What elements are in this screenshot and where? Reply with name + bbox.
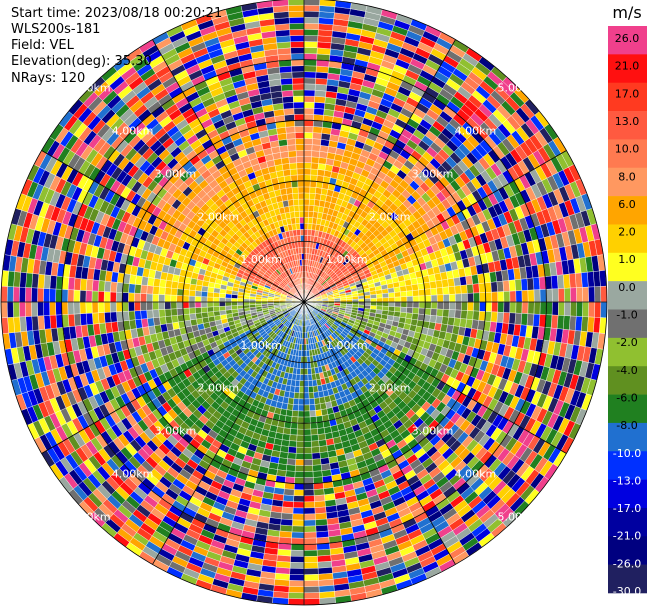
colorbar-tick-label: -30.0 <box>613 585 641 598</box>
colorbar-segment <box>608 196 647 225</box>
colorbar-ticks: 26.0 21.0 17.0 13.0 10.0 8.0 6.0 2.0 1.0 0.0 -1.0 -… <box>613 32 641 598</box>
colorbar-segment <box>608 479 647 509</box>
colorbar-segment <box>608 139 647 169</box>
azimuth-spoke <box>41 301 305 454</box>
colorbar-segment <box>608 54 647 83</box>
colorbar-tick-label: 10.0 <box>615 143 640 156</box>
colorbar-tick-label: -2.0 <box>616 336 637 349</box>
range-ring-label: 3.00km <box>412 425 454 438</box>
colorbar-tick-label: 6.0 <box>618 198 636 211</box>
colorbar-tick-label: -6.0 <box>616 391 637 404</box>
range-grid <box>0 0 608 606</box>
range-ring-label: 4.00km <box>112 125 154 138</box>
start-time-text: Start time: 2023/08/18 00:20:21 <box>11 6 223 21</box>
colorbar-tick-label: -17.0 <box>613 502 641 515</box>
azimuth-spoke <box>303 150 567 303</box>
colorbar-tick-label: 13.0 <box>615 115 640 128</box>
colorbar-tick-label: -13.0 <box>613 474 641 487</box>
range-ring-label: 4.00km <box>112 467 154 480</box>
range-ring-label: 3.00km <box>412 167 454 180</box>
elevation-text: Elevation(deg): 35.30 <box>11 54 152 69</box>
range-ring-labels: 1.00km 1.00km 1.00km 1.00km 2.00km 2.00km 2.00… <box>69 82 539 524</box>
colorbar-segment <box>608 252 647 282</box>
colorbar-segment <box>608 451 647 480</box>
colorbar-segment <box>608 111 647 140</box>
colorbar-tick-label: -4.0 <box>616 364 637 377</box>
colorbar-segment <box>608 224 647 254</box>
range-ring-label: 5.00km <box>497 510 539 523</box>
range-ring-label: 3.00km <box>155 425 197 438</box>
colorbar-tick-label: 21.0 <box>615 60 640 73</box>
colorbar-segment <box>608 366 647 395</box>
colorbar-segment <box>608 536 647 565</box>
azimuth-spoke <box>303 39 456 303</box>
colorbar-tick-label: 0.0 <box>618 281 636 294</box>
colorbar-segment <box>608 422 647 452</box>
range-ring-label: 2.00km <box>369 210 411 223</box>
colorbar-tick-label: 2.0 <box>618 226 636 239</box>
colorbar-segment <box>608 281 647 310</box>
colorbar-segment <box>608 564 647 594</box>
colorbar-tick-label: -1.0 <box>616 309 637 322</box>
colorbar-tick-label: -21.0 <box>613 530 641 543</box>
range-ring-label: 2.00km <box>198 382 240 395</box>
colorbar-tick-label: -26.0 <box>613 557 641 570</box>
range-ring-label: 5.00km <box>69 510 111 523</box>
range-ring-label: 4.00km <box>455 467 497 480</box>
range-ring-label: 5.00km <box>69 82 111 95</box>
colorbar-segment <box>608 309 647 339</box>
nrays-text: NRays: 120 <box>11 71 86 86</box>
colorbar-segment <box>608 337 647 367</box>
range-ring-label: 2.00km <box>198 210 240 223</box>
instrument-text: WLS200s-181 <box>11 22 101 37</box>
velocity-field <box>0 0 608 606</box>
colorbar-segments <box>608 26 647 594</box>
azimuth-spoke <box>152 39 305 303</box>
azimuth-spoke <box>41 150 305 303</box>
colorbar-tick-label: -10.0 <box>613 447 641 460</box>
range-ring-label: 1.00km <box>240 253 282 266</box>
colorbar-segment <box>608 26 647 55</box>
colorbar-tick-label: 17.0 <box>615 87 640 100</box>
range-ring-label: 3.00km <box>155 167 197 180</box>
colorbar-segment <box>608 394 647 424</box>
azimuth-spoke <box>303 301 456 565</box>
range-ring-label: 1.00km <box>240 339 282 352</box>
range-ring-label: 4.00km <box>455 125 497 138</box>
colorbar-segment <box>608 507 647 537</box>
colorbar-segment <box>608 82 647 112</box>
range-ring-label: 5.00km <box>497 82 539 95</box>
colorbar-tick-label: -8.0 <box>616 419 637 432</box>
colorbar-tick-label: 26.0 <box>615 32 640 45</box>
field-text: Field: VEL <box>11 38 74 53</box>
colorbar-unit: m/s <box>612 3 641 22</box>
azimuth-spoke <box>152 301 305 565</box>
colorbar-tick-label: 1.0 <box>618 253 636 266</box>
colorbar-tick-label: 8.0 <box>618 170 636 183</box>
range-ring-label: 1.00km <box>326 339 368 352</box>
range-ring-label: 2.00km <box>369 382 411 395</box>
range-ring-label: 1.00km <box>326 253 368 266</box>
azimuth-spoke <box>303 301 567 454</box>
colorbar-segment <box>608 167 647 197</box>
